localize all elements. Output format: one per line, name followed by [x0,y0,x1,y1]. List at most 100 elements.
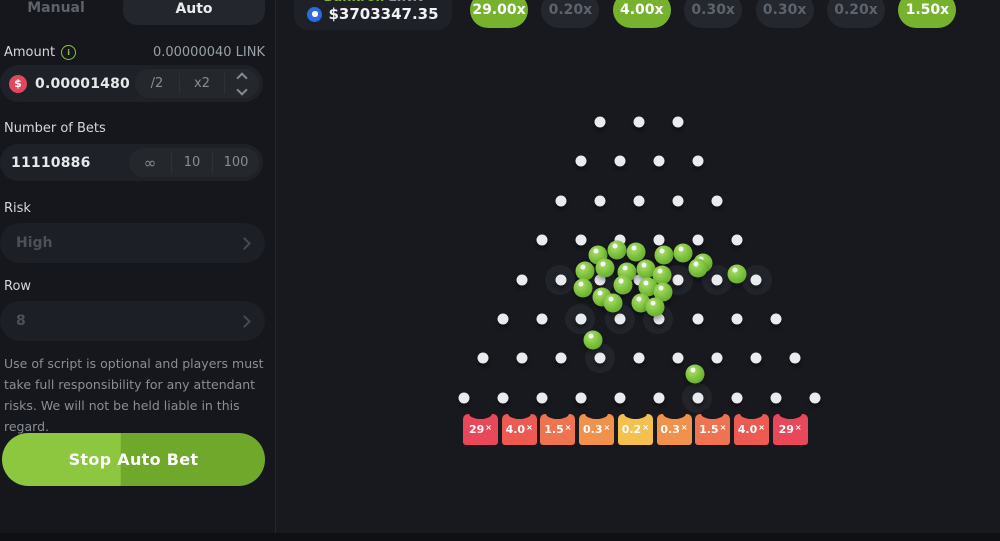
peg [711,274,723,286]
divider [212,152,213,173]
risk-select[interactable]: High [0,223,265,263]
peg [497,392,508,404]
peg [750,274,762,286]
plinko-ball [688,258,708,278]
peg [692,155,703,167]
peg [770,313,781,325]
peg [555,195,567,207]
multiplier-slot: 0.3 × [656,408,692,445]
slot-value: 1.5 [544,423,564,436]
stop-auto-bet-button[interactable]: Stop Auto Bet [2,433,265,486]
slot-multiplier-sign: × [603,423,611,432]
peg [672,195,684,207]
plinko-ball [638,277,658,297]
number-of-bets-value: 11110886 [11,154,91,171]
peg [477,352,489,364]
peg [633,352,645,364]
peg [614,313,625,325]
bets-presets: ∞ 10 100 [129,148,259,177]
peg [594,352,606,364]
slot-value: 4.0 [505,423,526,436]
amount-value: 0.00001480 [35,75,130,92]
multiplier-slot: 0.2 × [617,408,653,445]
plinko-ball [626,242,646,262]
slot-multiplier-sign: × [719,423,727,432]
tab-auto-label: Auto [175,1,213,17]
row-select[interactable]: 8 [0,301,265,341]
peg [614,392,625,404]
plinko-ball [654,245,674,265]
plinko-ball [613,275,633,295]
hundred-bets-button[interactable]: 100 [223,155,249,170]
row-value: 8 [16,313,26,329]
amount-input[interactable]: $ 0.00001480 /2 x2 [0,65,263,102]
bankroll-selector[interactable]: BankrollLINK $3703347.35 [294,0,452,30]
bottom-strip [0,533,1000,541]
peg [575,234,586,246]
slot-multiplier-sign: × [564,423,572,432]
bankroll-currency: LINK [388,0,422,5]
bankroll-value: $3703347.35 [328,5,439,23]
peg [653,234,664,246]
peg [731,234,742,246]
history-chip: 4.00x [612,0,671,28]
peg [614,234,625,246]
plinko-ball [636,259,656,279]
history-chip: 0.20x [827,0,885,28]
double-bet-button[interactable]: x2 [194,76,210,91]
peg [633,116,645,128]
peg [536,234,547,246]
peg [711,195,723,207]
peg [770,392,781,404]
slot-value: 0.3 [660,423,680,436]
peg [789,352,801,364]
multiplier-slot: 0.3 × [579,408,615,445]
slot-multiplier-sign: × [485,423,492,432]
plinko-ball [673,243,693,263]
number-of-bets-input[interactable]: 11110886 ∞ 10 100 [0,144,263,181]
info-icon[interactable]: i [61,44,77,60]
slot-multiplier-sign: × [680,423,688,432]
half-bet-button[interactable]: /2 [150,76,164,91]
risk-value: High [16,235,53,251]
history-chip: 0.20x [541,0,600,28]
peg [555,274,567,286]
risk-label: Risk [4,201,31,216]
peg [692,313,703,325]
plinko-ball [652,265,672,285]
tab-manual[interactable]: Manual [27,0,85,16]
plinko-ball [575,261,595,281]
row-label: Row [4,279,32,294]
slot-value: 0.3 [582,423,603,436]
plinko-ball [595,258,615,278]
multiplier-slot: 29 × [463,408,498,445]
multiplier-slot: 4.0 × [501,408,537,445]
peg [750,352,762,364]
multiplier-slot: 4.0 × [733,408,769,445]
peg [536,313,547,325]
plinko-ball [603,293,623,313]
ten-bets-button[interactable]: 10 [183,155,201,170]
peg [575,155,586,167]
slot-multiplier-sign: × [758,423,765,432]
peg [458,392,469,404]
peg [672,352,684,364]
slot-value: 29 [468,423,485,436]
amount-balance: 0.00000040 LINK [152,44,265,60]
peg [809,392,820,404]
multiplier-slot: 29 × [772,408,808,445]
tab-auto[interactable]: Auto [123,0,265,25]
script-disclaimer: Use of script is optional and players mu… [4,356,264,434]
peg [692,234,703,246]
coin-icon [307,6,323,22]
peg [672,116,684,128]
multiplier-slot: 1.5 × [540,408,576,445]
peg [497,313,508,325]
dollar-coin-icon: $ [9,74,27,93]
peg [594,116,606,128]
peg [614,155,625,167]
slot-multiplier-sign: × [642,423,649,432]
infinity-bets-button[interactable]: ∞ [143,153,157,172]
